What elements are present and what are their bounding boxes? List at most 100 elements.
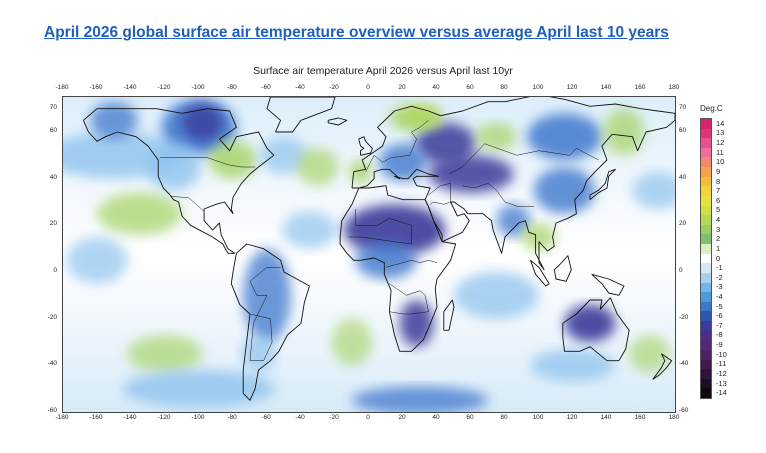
legend-label: 13 bbox=[716, 128, 725, 138]
lon-tick-top: 80 bbox=[500, 84, 508, 91]
africa-north-borders bbox=[348, 209, 412, 245]
lon-tick-top: -160 bbox=[89, 84, 103, 91]
madagascar-coast bbox=[443, 299, 455, 331]
east-siberia-cold bbox=[527, 113, 602, 160]
eastern-us-warm bbox=[209, 141, 257, 179]
legend-label: -10 bbox=[716, 349, 727, 359]
lon-tick-top: 160 bbox=[634, 84, 646, 91]
western-us-cool bbox=[146, 143, 201, 191]
legend-label: 11 bbox=[716, 147, 724, 157]
lon-tick-bottom: 0 bbox=[366, 414, 370, 421]
lon-tick-bottom: 120 bbox=[566, 414, 578, 421]
south-america-borders bbox=[249, 267, 281, 361]
lat-tick-left: -60 bbox=[47, 407, 57, 414]
legend-swatch bbox=[701, 378, 711, 389]
lon-tick-bottom: -40 bbox=[295, 414, 305, 421]
lat-tick-left: 0 bbox=[53, 267, 57, 274]
south-america-coast bbox=[230, 243, 310, 401]
japan-coast bbox=[589, 168, 616, 201]
legend-label: 3 bbox=[716, 224, 721, 234]
map-title: Surface air temperature April 2026 versu… bbox=[253, 65, 513, 77]
west-siberia-warm bbox=[476, 122, 517, 151]
legend-label: -8 bbox=[716, 330, 723, 340]
legend-swatch bbox=[701, 330, 711, 341]
legend-label: 9 bbox=[716, 166, 721, 176]
africa-central-borders bbox=[385, 260, 438, 268]
anomaly-field bbox=[63, 99, 675, 412]
lon-tick-top: 60 bbox=[466, 84, 474, 91]
legend-label: -4 bbox=[716, 291, 723, 301]
africa-coast bbox=[339, 185, 457, 352]
lat-tick-left: 70 bbox=[49, 103, 57, 111]
legend-label: 0 bbox=[716, 253, 721, 263]
lon-tick-top: 20 bbox=[398, 84, 406, 91]
africa-south-borders bbox=[389, 283, 429, 315]
legend-label: 12 bbox=[716, 138, 725, 148]
legend-label: 1 bbox=[716, 243, 721, 253]
legend-label: -12 bbox=[716, 368, 727, 378]
lat-tick-left: 60 bbox=[49, 127, 57, 134]
lon-tick-bottom: 160 bbox=[634, 414, 646, 421]
legend-label: 2 bbox=[716, 234, 721, 244]
lat-tick-right: -20 bbox=[679, 313, 689, 321]
legend-label: 10 bbox=[716, 157, 725, 167]
legend-swatch bbox=[701, 205, 711, 216]
legend-swatch bbox=[701, 119, 711, 130]
legend-swatch bbox=[701, 292, 711, 303]
legend-label: 6 bbox=[716, 195, 721, 205]
far-east-warm bbox=[603, 108, 645, 156]
south-pacific-warm bbox=[127, 335, 203, 373]
legend-swatch bbox=[701, 369, 711, 380]
lon-tick-top: 140 bbox=[600, 84, 612, 91]
lon-tick-bottom: 20 bbox=[398, 414, 406, 421]
middle-east-borders bbox=[428, 183, 451, 205]
map-canvas bbox=[63, 97, 675, 412]
lon-tick-bottom: -160 bbox=[89, 414, 103, 421]
indian-ocean-cool bbox=[454, 272, 539, 319]
west-africa-cold bbox=[355, 241, 417, 279]
legend-swatch bbox=[701, 244, 711, 255]
tropical-atlantic-cool bbox=[282, 211, 337, 249]
new-zealand-coast bbox=[652, 353, 673, 380]
legend-swatch bbox=[701, 234, 711, 245]
lat-tick-right: 70 bbox=[679, 103, 687, 111]
temperature-anomaly-map bbox=[62, 96, 676, 413]
legend-swatch bbox=[701, 215, 711, 226]
legend-label: -6 bbox=[716, 311, 723, 321]
legend-swatch bbox=[701, 388, 711, 399]
lon-tick-bottom: 40 bbox=[432, 414, 440, 421]
lon-tick-top: -40 bbox=[295, 84, 305, 91]
legend-swatch bbox=[701, 359, 711, 370]
lon-tick-bottom: -180 bbox=[55, 414, 69, 421]
europe-cold bbox=[379, 143, 427, 181]
canada-strong-cold bbox=[182, 104, 223, 142]
lon-tick-top: -100 bbox=[191, 84, 205, 91]
legend-title: Deg.C bbox=[700, 104, 723, 113]
legend-swatch bbox=[701, 253, 711, 264]
legend-swatch bbox=[701, 224, 711, 235]
central-asia-borders bbox=[462, 183, 534, 207]
legend-swatch bbox=[701, 263, 711, 274]
iceland-coast bbox=[327, 117, 348, 126]
us-mexico-border bbox=[170, 195, 205, 212]
legend-label: 7 bbox=[716, 186, 721, 196]
lat-tick-right: 0 bbox=[679, 267, 683, 274]
china-cold bbox=[533, 167, 596, 214]
color-scale-bar bbox=[700, 118, 712, 399]
coastlines bbox=[82, 97, 675, 401]
alaska-cold bbox=[90, 101, 138, 139]
lon-tick-top: -140 bbox=[123, 84, 137, 91]
lon-tick-bottom: 180 bbox=[668, 414, 680, 421]
legend-label: -2 bbox=[716, 272, 723, 282]
australia-coast bbox=[562, 297, 630, 362]
legend-label: -5 bbox=[716, 301, 723, 311]
legend-swatch bbox=[701, 340, 711, 351]
lat-tick-right: -40 bbox=[679, 360, 689, 368]
north-america-coast bbox=[82, 108, 275, 254]
us-canada-border bbox=[159, 157, 256, 168]
lon-tick-top: -80 bbox=[227, 84, 237, 91]
legend-swatch bbox=[701, 176, 711, 187]
legend-swatch bbox=[701, 272, 711, 284]
lat-tick-left: 40 bbox=[49, 173, 57, 181]
lon-tick-top: 100 bbox=[532, 84, 544, 91]
